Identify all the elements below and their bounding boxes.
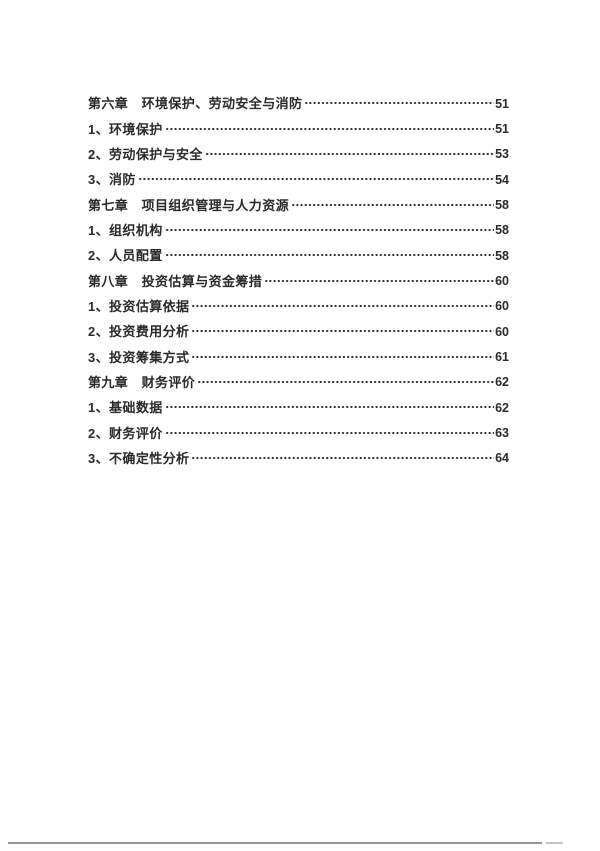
dotted-leader — [165, 253, 495, 258]
dotted-leader — [265, 278, 495, 283]
dotted-leader — [165, 430, 495, 435]
page-bottom-border — [8, 842, 542, 844]
table-of-contents: 第六章 环境保护、劳动安全与消防 51 1、环境保护 51 2、劳动保护与安全 … — [88, 90, 509, 470]
dotted-leader — [192, 329, 495, 334]
toc-entry-item[interactable]: 1、基础数据 62 — [88, 394, 509, 419]
dotted-leader — [165, 405, 495, 410]
toc-entry-page-number: 60 — [495, 274, 509, 289]
toc-entry-label: 第七章 项目组织管理与人力资源 — [88, 197, 290, 213]
toc-entry-chapter[interactable]: 第六章 环境保护、劳动安全与消防 51 — [88, 90, 509, 115]
toc-entry-page-number: 63 — [495, 426, 509, 441]
dotted-leader — [165, 227, 495, 232]
toc-entry-item[interactable]: 1、组织机构 58 — [88, 217, 509, 242]
toc-entry-page-number: 53 — [495, 147, 509, 162]
toc-entry-item[interactable]: 3、投资筹集方式 61 — [88, 343, 509, 368]
toc-entry-label: 3、消防 — [88, 172, 136, 188]
toc-entry-item[interactable]: 2、劳动保护与安全 53 — [88, 141, 509, 166]
dotted-leader — [205, 151, 495, 156]
toc-entry-page-number: 62 — [495, 400, 509, 415]
toc-entry-page-number: 64 — [495, 451, 509, 466]
toc-entry-item[interactable]: 1、投资估算依据 60 — [88, 293, 509, 318]
toc-entry-label: 1、组织机构 — [88, 222, 163, 238]
toc-entry-item[interactable]: 2、财务评价 63 — [88, 419, 509, 444]
toc-entry-label: 3、不确定性分析 — [88, 450, 190, 466]
dotted-leader — [192, 354, 495, 359]
toc-entry-item[interactable]: 1、环境保护 51 — [88, 115, 509, 140]
toc-entry-item[interactable]: 2、人员配置 58 — [88, 242, 509, 267]
toc-entry-label: 2、财务评价 — [88, 425, 163, 441]
toc-entry-page-number: 62 — [495, 375, 509, 390]
toc-entry-label: 2、人员配置 — [88, 248, 163, 264]
toc-entry-label: 2、劳动保护与安全 — [88, 146, 203, 162]
toc-entry-page-number: 58 — [495, 198, 509, 213]
toc-entry-item[interactable]: 2、投资费用分析 60 — [88, 318, 509, 343]
toc-entry-page-number: 61 — [495, 350, 509, 365]
toc-entry-page-number: 58 — [495, 223, 509, 238]
toc-entry-page-number: 60 — [495, 324, 509, 339]
toc-entry-label: 2、投资费用分析 — [88, 324, 190, 340]
toc-entry-label: 1、投资估算依据 — [88, 298, 190, 314]
toc-entry-page-number: 51 — [495, 122, 509, 137]
toc-entry-label: 第八章 投资估算与资金筹措 — [88, 273, 263, 289]
dotted-leader — [165, 126, 495, 131]
page-bottom-border-fragment — [546, 842, 563, 844]
toc-entry-label: 3、投资筹集方式 — [88, 349, 190, 365]
toc-entry-page-number: 58 — [495, 248, 509, 263]
dotted-leader — [192, 303, 495, 308]
toc-entry-page-number: 51 — [495, 96, 509, 111]
toc-entry-label: 第六章 环境保护、劳动安全与消防 — [88, 96, 303, 112]
dotted-leader — [138, 177, 495, 182]
toc-entry-label: 1、环境保护 — [88, 121, 163, 137]
toc-entry-label: 第九章 财务评价 — [88, 374, 196, 390]
toc-entry-chapter[interactable]: 第九章 财务评价 62 — [88, 369, 509, 394]
toc-entry-chapter[interactable]: 第七章 项目组织管理与人力资源 58 — [88, 191, 509, 216]
dotted-leader — [198, 379, 495, 384]
dotted-leader — [292, 202, 495, 207]
toc-entry-label: 1、基础数据 — [88, 400, 163, 416]
toc-entry-item[interactable]: 3、消防 54 — [88, 166, 509, 191]
toc-entry-item[interactable]: 3、不确定性分析 64 — [88, 445, 509, 470]
toc-entry-page-number: 60 — [495, 299, 509, 314]
toc-entry-page-number: 54 — [495, 172, 509, 187]
toc-entry-chapter[interactable]: 第八章 投资估算与资金筹措 60 — [88, 267, 509, 292]
dotted-leader — [305, 101, 495, 106]
dotted-leader — [192, 455, 495, 460]
